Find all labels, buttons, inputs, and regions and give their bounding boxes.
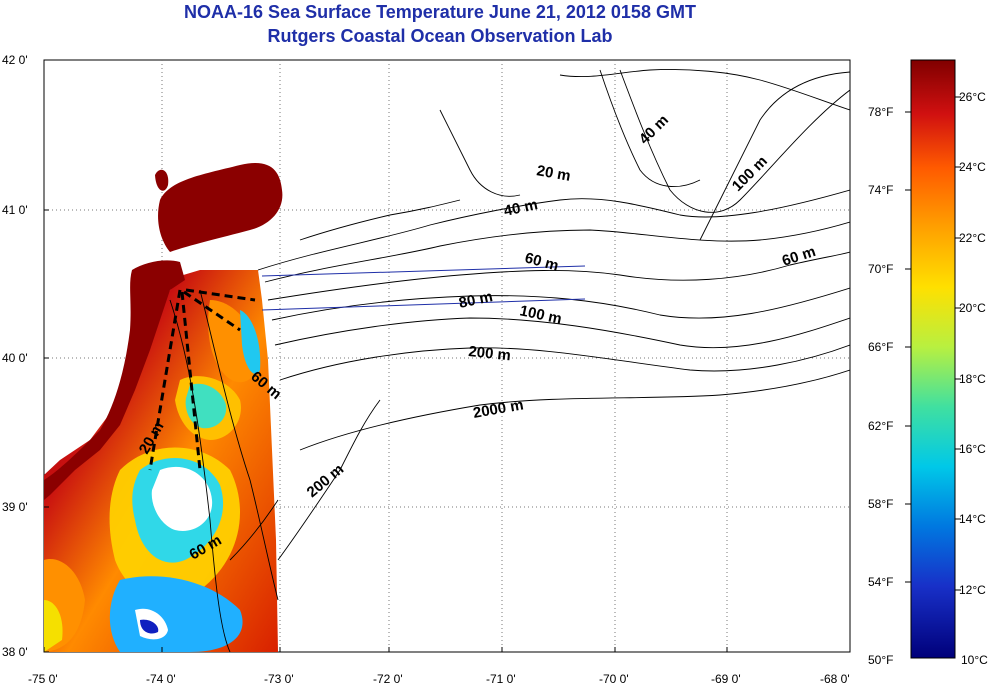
colorbar-c-label: 24°C (959, 160, 986, 174)
dashed-transects (148, 288, 256, 471)
contour-label-80m: 80 m (457, 288, 494, 312)
x-tick-label: -73 0' (264, 672, 294, 686)
colorbar-f-label: 66°F (868, 340, 893, 354)
colorbar-gradient (910, 59, 956, 659)
chart-subtitle: Rutgers Coastal Ocean Observation Lab (267, 26, 613, 46)
contour-label-200m-north: 200 m (468, 343, 512, 364)
y-axis: 42 0' 41 0' 40 0' 39 0' 38 0' (2, 53, 49, 659)
land-mass (44, 162, 283, 652)
y-tick-label: 40 0' (2, 351, 28, 365)
y-tick-label: 39 0' (2, 500, 28, 514)
y-tick-label: 38 0' (2, 645, 28, 659)
colorbar-f-label: 50°F (868, 653, 893, 667)
x-axis: -75 0' -74 0' -73 0' -72 0' -71 0' -70 0… (28, 647, 851, 686)
colorbar-c-label: 26°C (959, 90, 986, 104)
y-tick-label: 41 0' (2, 203, 28, 217)
colorbar-c-label: 12°C (959, 583, 986, 597)
x-tick-label: -69 0' (711, 672, 741, 686)
isobath-contours (169, 69, 850, 652)
colorbar-c-label: 20°C (959, 301, 986, 315)
colorbar-c-label: 10°C (961, 653, 988, 667)
contour-label-20m-north: 20 m (535, 162, 572, 185)
colorbar-f-label: 70°F (868, 262, 893, 276)
x-tick-label: -75 0' (28, 672, 58, 686)
x-tick-label: -72 0' (373, 672, 403, 686)
y-tick-label: 42 0' (2, 53, 28, 67)
transect-lines (261, 265, 586, 311)
colorbar: 78°F 74°F 70°F 66°F 62°F 58°F 54°F 50°F … (868, 59, 988, 667)
colorbar-c-label: 16°C (959, 442, 986, 456)
colorbar-f-label: 62°F (868, 419, 893, 433)
contour-label-40m-east: 40 m (502, 196, 539, 220)
x-tick-label: -74 0' (146, 672, 176, 686)
colorbar-c-label: 14°C (959, 512, 986, 526)
colorbar-c-label: 18°C (959, 372, 986, 386)
x-tick-label: -68 0' (820, 672, 850, 686)
chart-title: NOAA-16 Sea Surface Temperature June 21,… (184, 2, 696, 22)
colorbar-f-label: 58°F (868, 497, 893, 511)
colorbar-c-label: 22°C (959, 231, 986, 245)
x-tick-label: -71 0' (486, 672, 516, 686)
x-tick-label: -70 0' (599, 672, 629, 686)
colorbar-f-label: 78°F (868, 105, 893, 119)
colorbar-f-label: 54°F (868, 575, 893, 589)
sst-swath (44, 270, 278, 652)
colorbar-f-label: 74°F (868, 183, 893, 197)
